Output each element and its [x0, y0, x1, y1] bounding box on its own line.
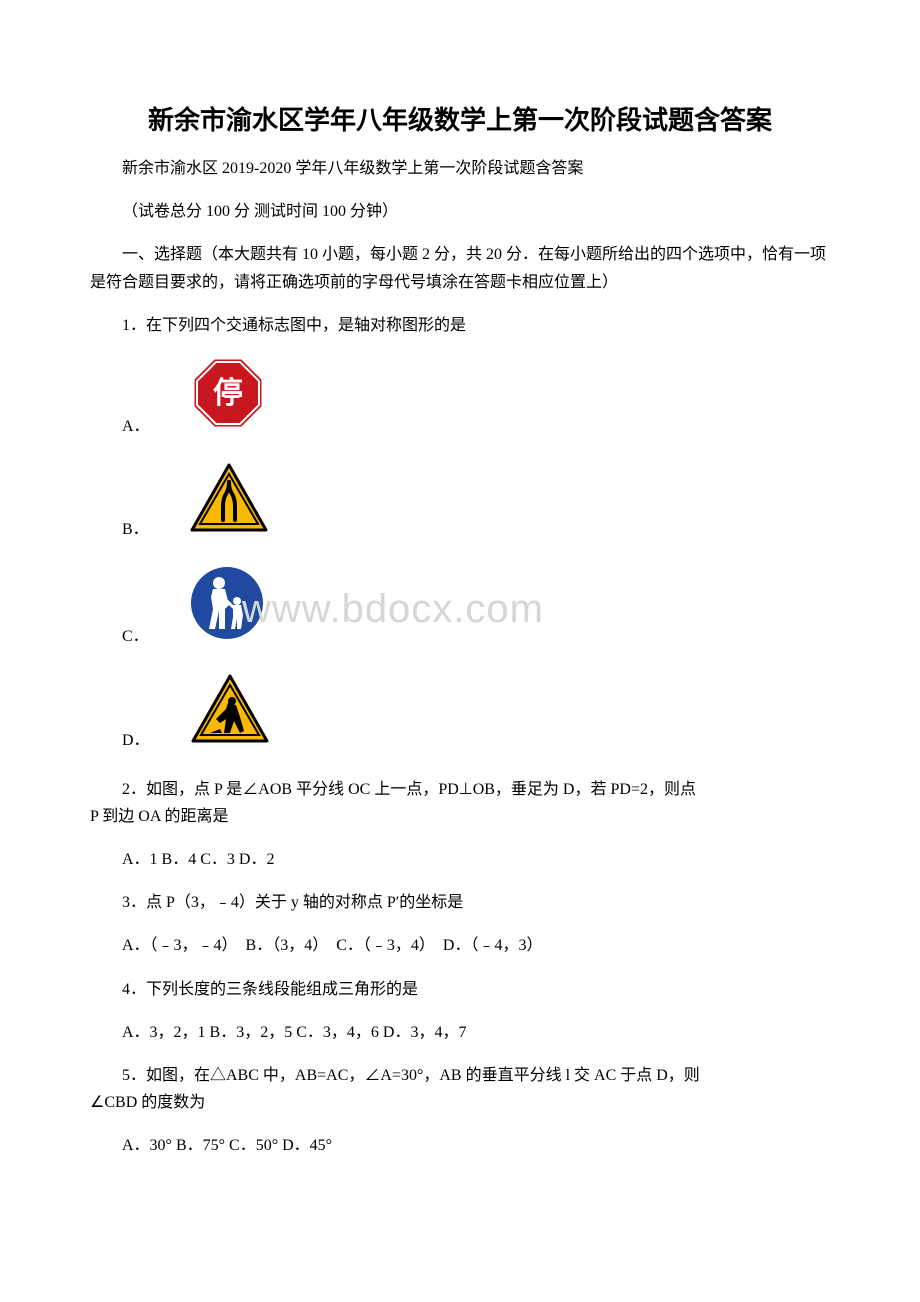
question-4: 4．下列长度的三条线段能组成三角形的是 [90, 976, 830, 1003]
q1-option-b: B． [90, 462, 830, 543]
question-5-options: A．30° B．75° C．50° D．45° [90, 1132, 830, 1159]
page-title: 新余市渝水区学年八年级数学上第一次阶段试题含答案 [90, 100, 830, 137]
question-3: 3．点 P（3，﹣4）关于 y 轴的对称点 P′的坐标是 [90, 889, 830, 916]
q1-option-d: D． [90, 673, 830, 754]
question-5-line2: ∠CBD 的度数为 [90, 1089, 830, 1116]
stop-sign-icon: 停 [158, 355, 266, 440]
svg-text:停: 停 [213, 377, 243, 410]
exam-info: （试卷总分 100 分 测试时间 100 分钟） [90, 198, 830, 225]
roadwork-sign-icon [158, 673, 270, 754]
question-3-options: A．（﹣3，﹣4） B．（3，4） C．（﹣3，4） D．（﹣4，3） [90, 932, 830, 959]
option-label: A． [90, 413, 150, 440]
subtitle: 新余市渝水区 2019-2020 学年八年级数学上第一次阶段试题含答案 [90, 155, 830, 182]
q1-option-a: A． 停 [90, 355, 830, 440]
section-heading: 一、选择题（本大题共有 10 小题，每小题 2 分，共 20 分．在每小题所给出… [90, 241, 830, 295]
pedestrian-sign-icon [157, 565, 265, 650]
question-2-options: A．1 B．4 C．3 D．2 [90, 846, 830, 873]
option-label: B． [90, 516, 149, 543]
question-2-line1: 2．如图，点 P 是∠AOB 平分线 OC 上一点，PD⊥OB，垂足为 D，若 … [90, 776, 830, 803]
option-label: D． [90, 727, 150, 754]
warning-narrow-icon [157, 462, 269, 543]
option-label: C． [90, 623, 149, 650]
question-4-options: A．3，2，1 B．3，2，5 C．3，4，6 D．3，4，7 [90, 1019, 830, 1046]
question-2-line2: P 到边 OA 的距离是 [90, 803, 830, 830]
q1-option-c: C． www.bdocx.com [90, 565, 830, 650]
question-5-line1: 5．如图，在△ABC 中，AB=AC，∠A=30°，AB 的垂直平分线 l 交 … [90, 1062, 830, 1089]
question-1: 1．在下列四个交通标志图中，是轴对称图形的是 [90, 312, 830, 339]
